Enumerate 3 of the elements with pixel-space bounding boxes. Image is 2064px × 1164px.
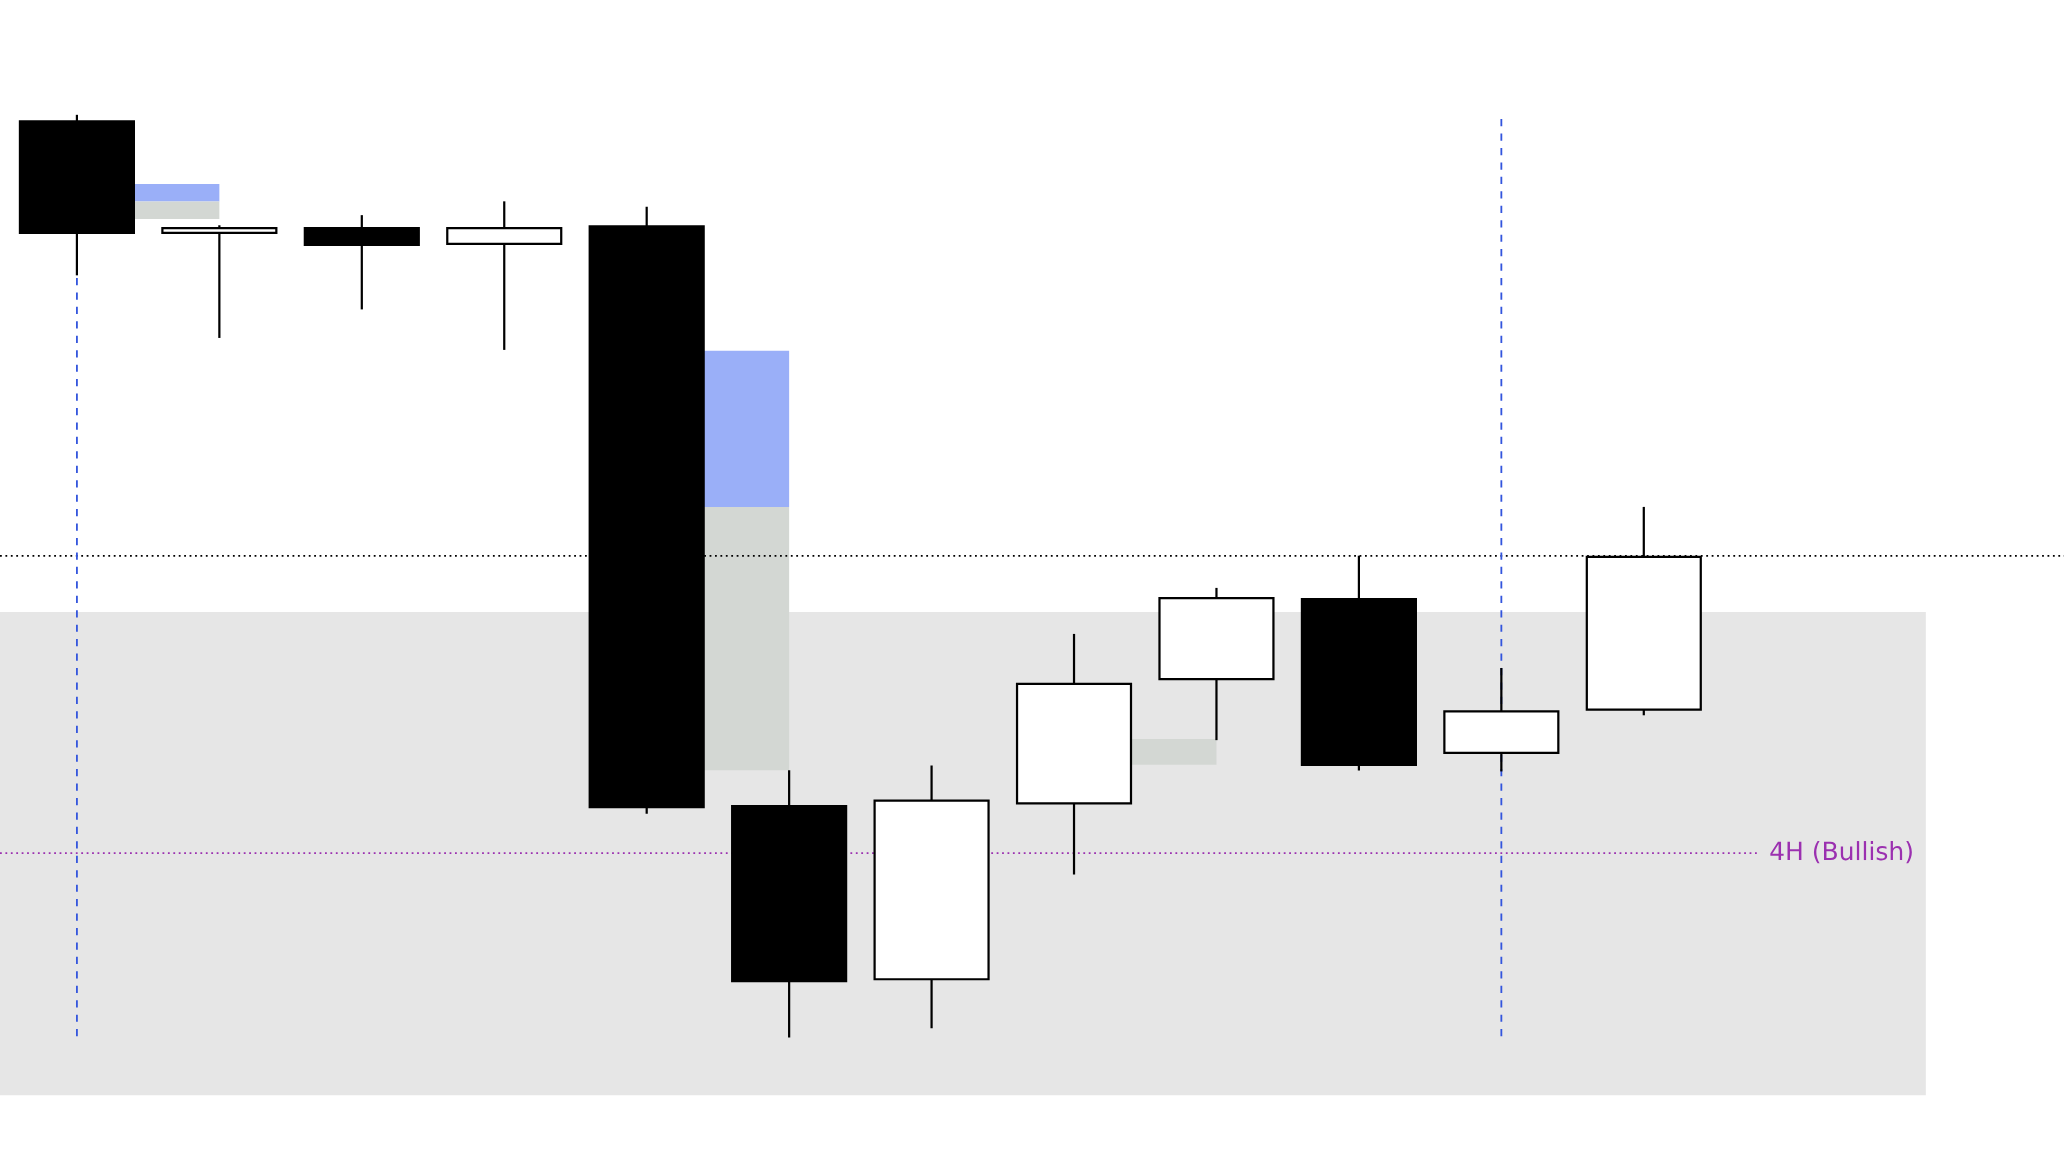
candlestick	[161, 225, 278, 338]
ref-line-label: 4H (Bullish)	[1770, 841, 1912, 864]
candlestick	[446, 201, 563, 350]
